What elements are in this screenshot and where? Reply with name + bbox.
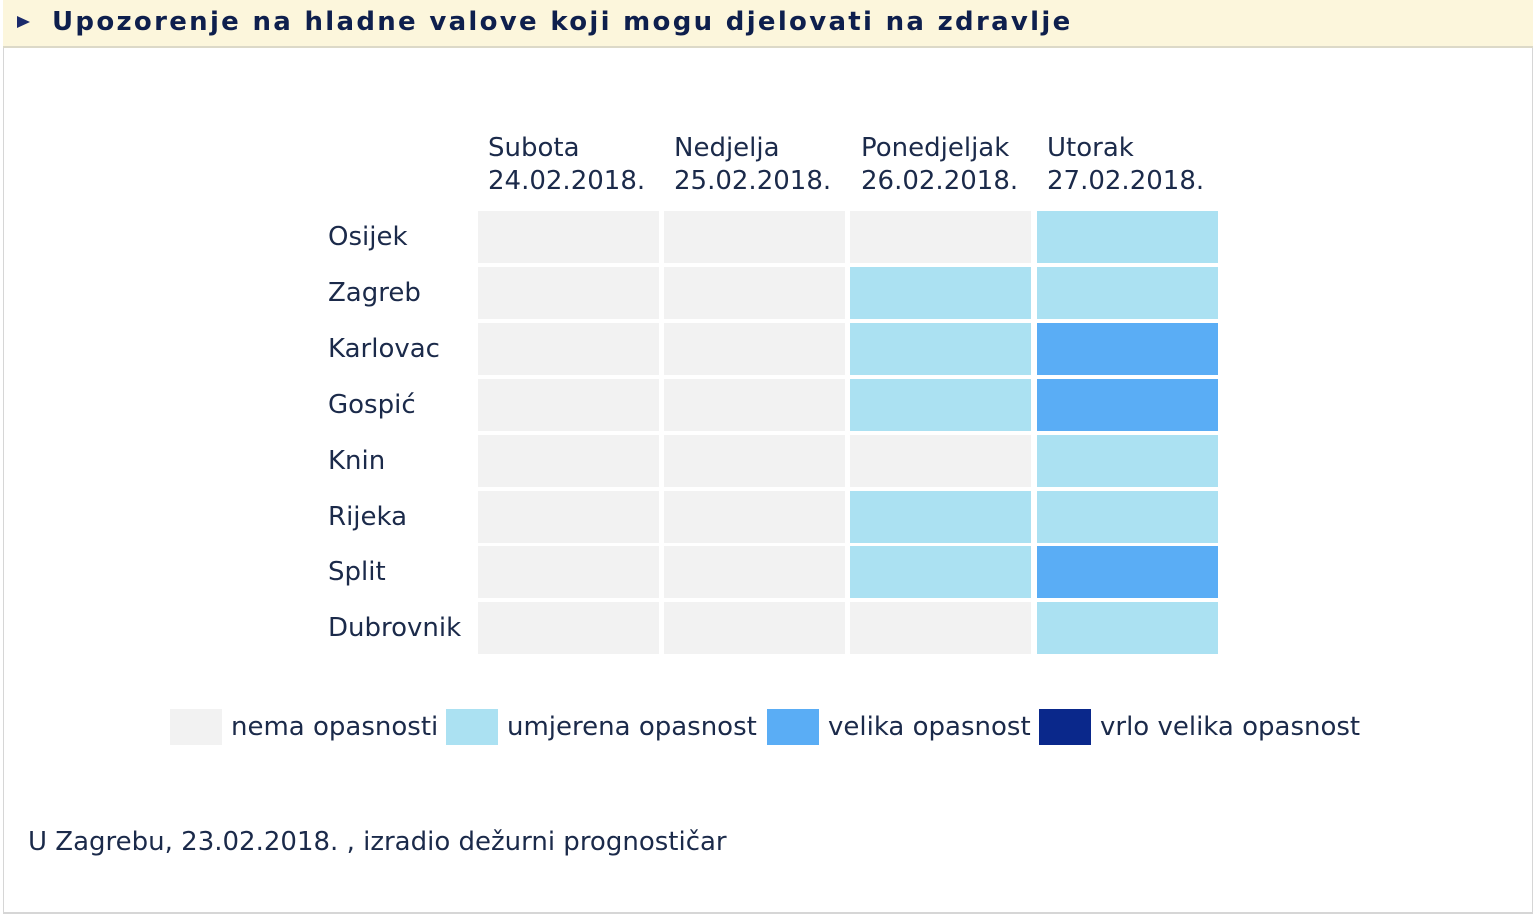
warning-cell bbox=[664, 435, 845, 487]
warning-cell bbox=[664, 379, 845, 431]
warning-cell bbox=[478, 435, 659, 487]
warning-cell bbox=[1037, 267, 1218, 319]
day-name: Nedjelja bbox=[674, 133, 780, 163]
day-date: 27.02.2018. bbox=[1047, 166, 1205, 196]
warning-cell bbox=[664, 323, 845, 375]
city-label-dubrovnik: Dubrovnik bbox=[328, 613, 462, 643]
city-label-zagreb: Zagreb bbox=[328, 278, 421, 308]
issued-note: U Zagrebu, 23.02.2018. , izradio dežurni… bbox=[28, 827, 727, 857]
warning-cell bbox=[850, 435, 1031, 487]
day-name: Utorak bbox=[1047, 133, 1134, 163]
warning-cell bbox=[1037, 491, 1218, 543]
warning-cell bbox=[664, 602, 845, 654]
warning-cell bbox=[664, 491, 845, 543]
legend-label-high: velika opasnost bbox=[828, 712, 1031, 742]
day-date: 26.02.2018. bbox=[861, 166, 1019, 196]
day-date: 25.02.2018. bbox=[674, 166, 832, 196]
day-header-sunday: Nedjelja 25.02.2018. bbox=[674, 132, 831, 198]
warning-cell bbox=[478, 211, 659, 263]
warning-cell bbox=[850, 602, 1031, 654]
warning-cell bbox=[1037, 323, 1218, 375]
warning-cell bbox=[850, 267, 1031, 319]
warning-cell bbox=[478, 602, 659, 654]
legend-swatch-none bbox=[170, 709, 222, 745]
legend-swatch-very-high bbox=[1039, 709, 1091, 745]
city-label-rijeka: Rijeka bbox=[328, 502, 408, 532]
content-frame bbox=[3, 0, 1533, 914]
warning-cell bbox=[478, 491, 659, 543]
legend-swatch-moderate bbox=[446, 709, 498, 745]
warning-cell bbox=[850, 211, 1031, 263]
warning-cell bbox=[1037, 379, 1218, 431]
warning-cell bbox=[1037, 602, 1218, 654]
legend-label-none: nema opasnosti bbox=[231, 712, 439, 742]
day-header-tuesday: Utorak 27.02.2018. bbox=[1047, 132, 1204, 198]
warning-cell bbox=[850, 379, 1031, 431]
warning-cell bbox=[850, 491, 1031, 543]
warning-header: Upozorenje na hladne valove koji mogu dj… bbox=[3, 0, 1533, 48]
warning-cell bbox=[478, 267, 659, 319]
legend-label-very-high: vrlo velika opasnost bbox=[1100, 712, 1361, 742]
day-header-monday: Ponedjeljak 26.02.2018. bbox=[861, 132, 1018, 198]
legend-label-moderate: umjerena opasnost bbox=[507, 712, 757, 742]
page-title: Upozorenje na hladne valove koji mogu dj… bbox=[52, 7, 1073, 37]
city-label-osijek: Osijek bbox=[328, 222, 408, 252]
warning-cell bbox=[1037, 211, 1218, 263]
warning-cell bbox=[664, 546, 845, 598]
warning-cell bbox=[478, 546, 659, 598]
warning-cell bbox=[850, 546, 1031, 598]
warning-cell bbox=[478, 379, 659, 431]
city-label-split: Split bbox=[328, 557, 386, 587]
city-label-karlovac: Karlovac bbox=[328, 334, 440, 364]
day-header-saturday: Subota 24.02.2018. bbox=[488, 132, 645, 198]
day-name: Ponedjeljak bbox=[861, 133, 1010, 163]
warning-cell bbox=[1037, 546, 1218, 598]
city-label-gospic: Gospić bbox=[328, 390, 416, 420]
warning-cell bbox=[664, 211, 845, 263]
warning-cell bbox=[1037, 435, 1218, 487]
day-name: Subota bbox=[488, 133, 580, 163]
warning-cell bbox=[664, 267, 845, 319]
warning-cell bbox=[850, 323, 1031, 375]
city-label-knin: Knin bbox=[328, 446, 386, 476]
legend-swatch-high bbox=[767, 709, 819, 745]
warning-cell bbox=[478, 323, 659, 375]
triangle-right-icon bbox=[17, 16, 30, 28]
day-date: 24.02.2018. bbox=[488, 166, 646, 196]
